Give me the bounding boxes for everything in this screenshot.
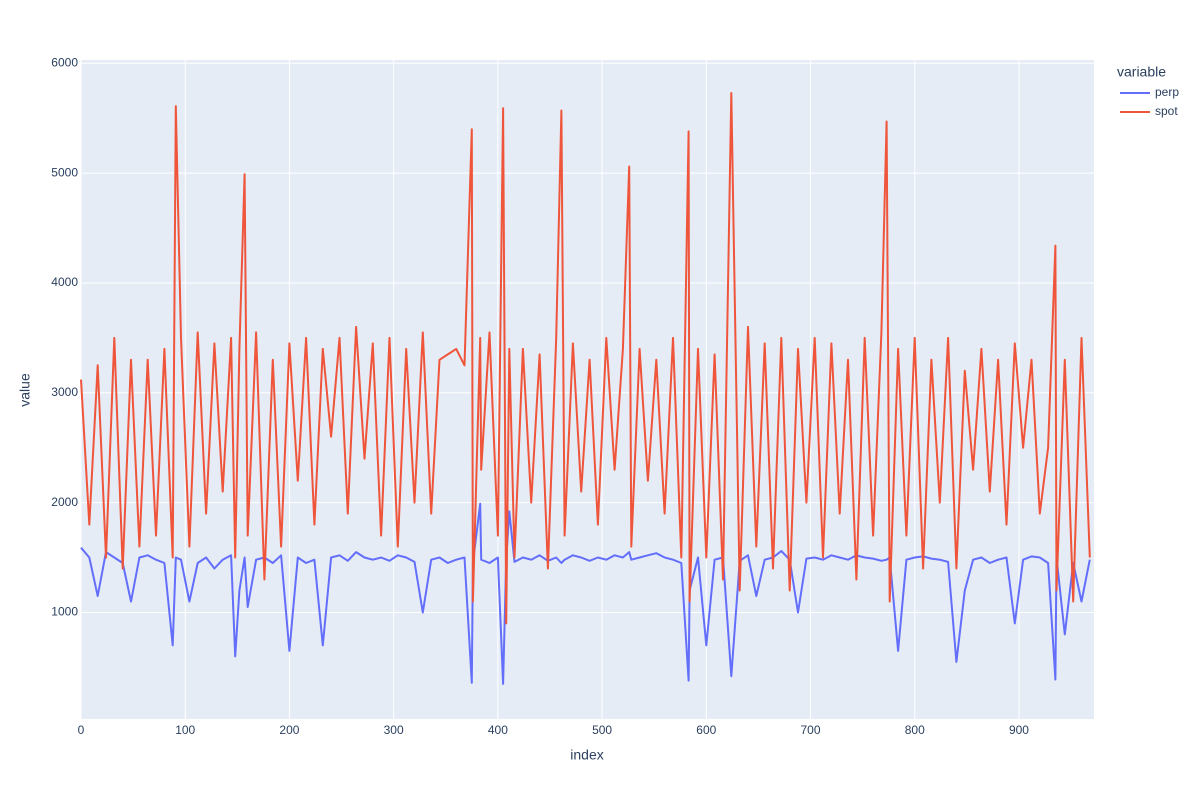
x-tick-label: 900 xyxy=(1009,723,1029,737)
series-line xyxy=(80,92,1091,625)
y-tick-label: 4000 xyxy=(51,275,78,289)
y-tick-label: 1000 xyxy=(51,605,78,619)
x-tick-label: 300 xyxy=(384,723,404,737)
y-tick-label: 2000 xyxy=(51,495,78,509)
y-axis-title: value xyxy=(17,373,33,407)
x-tick-label: 600 xyxy=(696,723,716,737)
x-tick-label: 700 xyxy=(801,723,821,737)
x-tick-label: 500 xyxy=(592,723,612,737)
x-tick-label: 100 xyxy=(175,723,195,737)
x-tick-label: 800 xyxy=(905,723,925,737)
series-line xyxy=(80,502,1091,685)
legend-label: perp xyxy=(1155,85,1179,99)
legend-label: spot xyxy=(1155,104,1178,118)
y-tick-label: 6000 xyxy=(51,55,78,69)
y-tick-label: 5000 xyxy=(51,165,78,179)
x-axis-title: index xyxy=(570,747,603,763)
x-tick-label: 400 xyxy=(488,723,508,737)
legend-title: variable xyxy=(1117,64,1166,80)
y-tick-label: 3000 xyxy=(51,385,78,399)
x-tick-label: 0 xyxy=(78,723,85,737)
x-tick-label: 200 xyxy=(279,723,299,737)
